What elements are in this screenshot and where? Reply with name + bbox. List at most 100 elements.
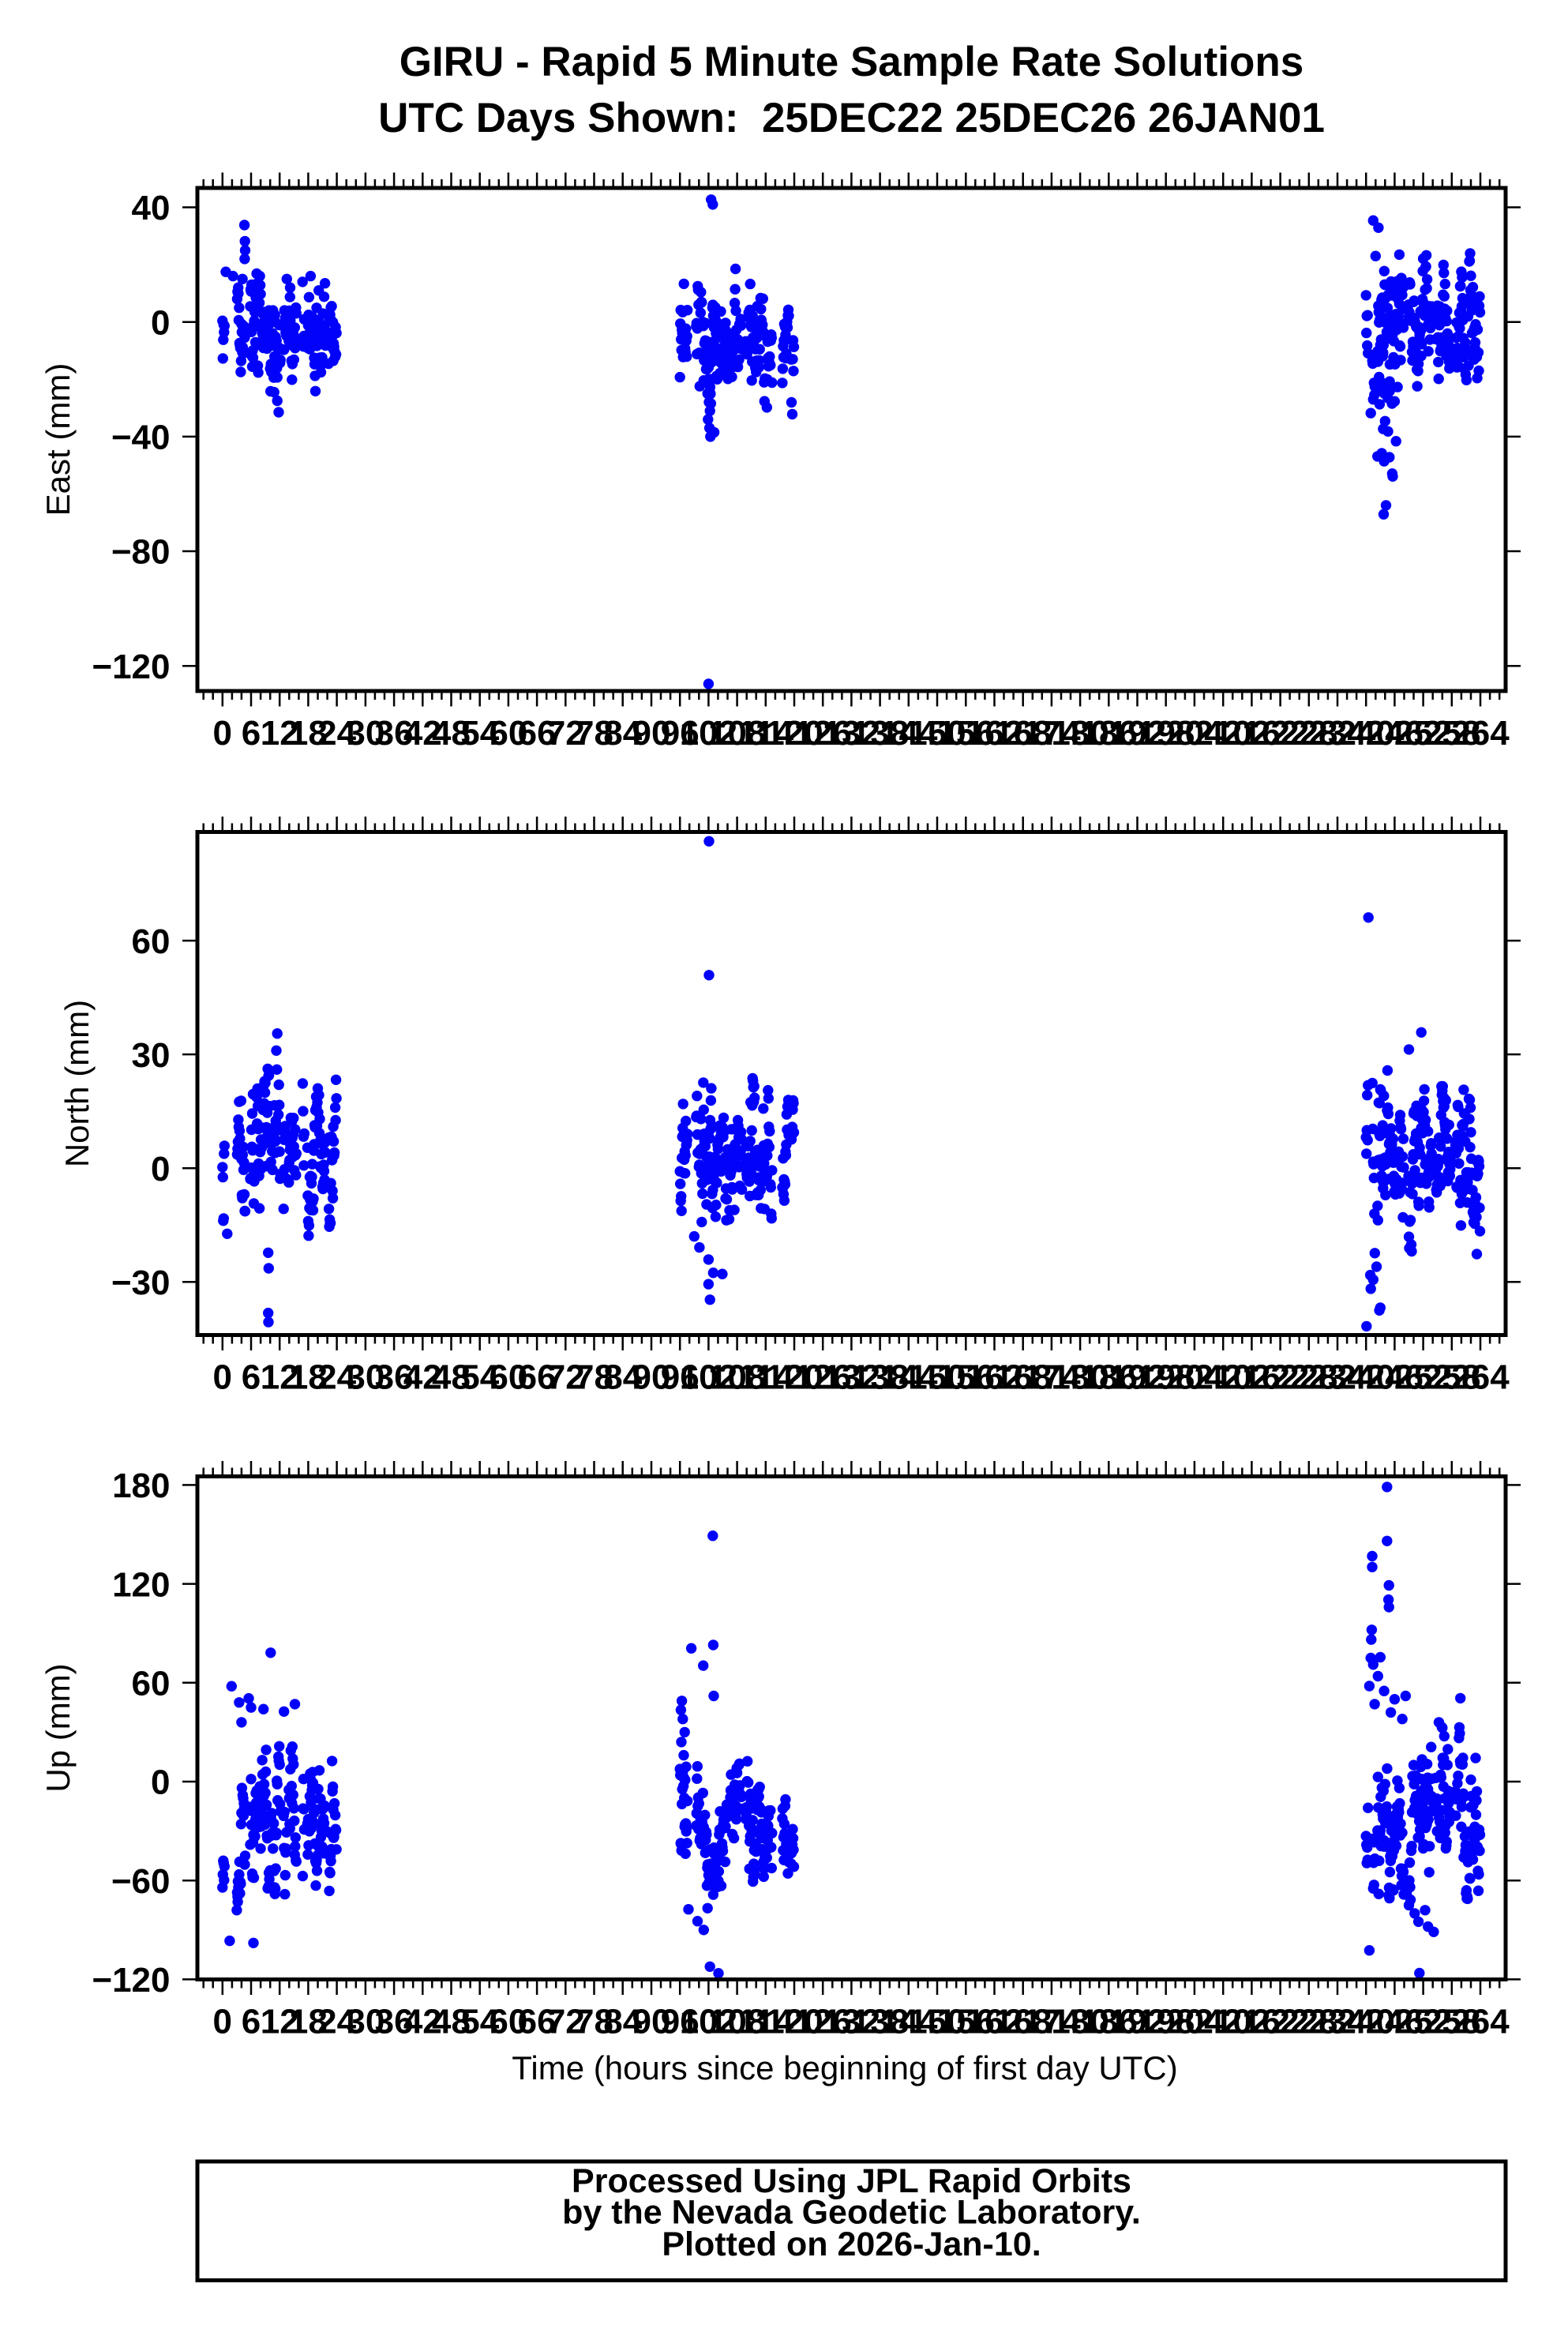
svg-text:12: 12 xyxy=(261,714,299,753)
svg-text:66: 66 xyxy=(518,714,557,753)
svg-text:150: 150 xyxy=(908,2003,966,2041)
svg-text:216: 216 xyxy=(1223,1358,1281,1397)
svg-text:204: 204 xyxy=(1165,2003,1224,2041)
svg-text:174: 174 xyxy=(1022,1358,1081,1397)
svg-text:120: 120 xyxy=(765,714,823,753)
svg-text:−120: −120 xyxy=(92,648,170,686)
svg-text:102: 102 xyxy=(680,714,737,753)
svg-text:18: 18 xyxy=(289,714,328,753)
svg-text:162: 162 xyxy=(966,2003,1023,2041)
svg-text:30: 30 xyxy=(346,1358,384,1397)
svg-text:Plotted on 2026-Jan-10.: Plotted on 2026-Jan-10. xyxy=(662,2225,1041,2263)
svg-text:18: 18 xyxy=(289,2003,328,2041)
svg-text:114: 114 xyxy=(737,714,794,753)
svg-text:36: 36 xyxy=(375,2003,414,2041)
svg-text:54: 54 xyxy=(460,1358,499,1397)
svg-text:42: 42 xyxy=(403,1358,442,1397)
svg-text:174: 174 xyxy=(1022,714,1081,753)
svg-text:120: 120 xyxy=(112,1565,170,1604)
svg-text:12: 12 xyxy=(261,1358,299,1397)
svg-text:222: 222 xyxy=(1251,1358,1309,1397)
svg-text:264: 264 xyxy=(1451,2003,1510,2041)
svg-text:132: 132 xyxy=(823,1358,880,1397)
svg-text:60: 60 xyxy=(132,922,171,961)
svg-text:84: 84 xyxy=(603,714,642,753)
svg-text:120: 120 xyxy=(765,2003,823,2041)
svg-text:54: 54 xyxy=(460,714,499,753)
svg-text:138: 138 xyxy=(851,2003,909,2041)
svg-text:24: 24 xyxy=(317,2003,356,2041)
svg-text:228: 228 xyxy=(1280,714,1337,753)
svg-text:186: 186 xyxy=(1080,714,1138,753)
svg-text:174: 174 xyxy=(1022,2003,1081,2041)
svg-text:180: 180 xyxy=(112,1467,170,1505)
svg-text:258: 258 xyxy=(1423,2003,1480,2041)
svg-text:North (mm): North (mm) xyxy=(58,1000,96,1167)
svg-text:48: 48 xyxy=(432,2003,471,2041)
svg-text:30: 30 xyxy=(346,714,384,753)
svg-text:144: 144 xyxy=(880,714,938,753)
svg-text:192: 192 xyxy=(1108,2003,1166,2041)
svg-text:186: 186 xyxy=(1080,2003,1138,2041)
svg-text:72: 72 xyxy=(546,714,585,753)
svg-text:168: 168 xyxy=(994,1358,1052,1397)
svg-text:162: 162 xyxy=(966,1358,1023,1397)
svg-text:114: 114 xyxy=(737,2003,794,2041)
svg-text:156: 156 xyxy=(937,1358,995,1397)
svg-text:102: 102 xyxy=(680,2003,737,2041)
svg-text:240: 240 xyxy=(1337,2003,1394,2041)
svg-text:UTC Days Shown: 25DEC22 25DEC: UTC Days Shown: 25DEC22 25DEC26 26JAN01 xyxy=(378,95,1325,141)
svg-text:96: 96 xyxy=(661,1358,700,1397)
svg-text:6: 6 xyxy=(242,714,261,753)
svg-text:180: 180 xyxy=(1051,714,1108,753)
svg-text:48: 48 xyxy=(432,1358,471,1397)
svg-text:216: 216 xyxy=(1223,714,1281,753)
svg-text:192: 192 xyxy=(1108,1358,1166,1397)
svg-text:40: 40 xyxy=(132,189,171,227)
svg-text:228: 228 xyxy=(1280,2003,1337,2041)
svg-text:204: 204 xyxy=(1165,714,1224,753)
svg-text:30: 30 xyxy=(346,2003,384,2041)
svg-text:240: 240 xyxy=(1337,1358,1394,1397)
svg-text:60: 60 xyxy=(132,1665,171,1703)
svg-text:108: 108 xyxy=(708,1358,766,1397)
svg-text:264: 264 xyxy=(1451,1358,1510,1397)
svg-text:30: 30 xyxy=(132,1036,171,1075)
svg-text:198: 198 xyxy=(1137,1358,1195,1397)
svg-text:54: 54 xyxy=(460,2003,499,2041)
svg-text:144: 144 xyxy=(880,2003,938,2041)
svg-text:132: 132 xyxy=(823,2003,880,2041)
svg-text:102: 102 xyxy=(680,1358,737,1397)
svg-text:36: 36 xyxy=(375,1358,414,1397)
svg-text:210: 210 xyxy=(1194,2003,1251,2041)
svg-text:72: 72 xyxy=(546,2003,585,2041)
svg-text:−120: −120 xyxy=(92,1961,170,2000)
svg-text:198: 198 xyxy=(1137,714,1195,753)
svg-text:−40: −40 xyxy=(111,419,171,457)
svg-text:6: 6 xyxy=(242,2003,261,2041)
svg-text:264: 264 xyxy=(1451,714,1510,753)
svg-text:138: 138 xyxy=(851,714,909,753)
svg-text:240: 240 xyxy=(1337,714,1394,753)
svg-text:24: 24 xyxy=(317,714,356,753)
svg-text:90: 90 xyxy=(632,1358,671,1397)
svg-text:138: 138 xyxy=(851,1358,909,1397)
svg-text:246: 246 xyxy=(1366,2003,1424,2041)
svg-text:42: 42 xyxy=(403,714,442,753)
svg-text:258: 258 xyxy=(1423,714,1480,753)
svg-text:180: 180 xyxy=(1051,2003,1108,2041)
svg-text:60: 60 xyxy=(489,2003,527,2041)
svg-text:66: 66 xyxy=(518,2003,557,2041)
svg-text:0: 0 xyxy=(213,714,232,753)
svg-text:246: 246 xyxy=(1366,1358,1424,1397)
svg-text:84: 84 xyxy=(603,2003,642,2041)
svg-text:258: 258 xyxy=(1423,1358,1480,1397)
svg-text:126: 126 xyxy=(793,714,851,753)
svg-text:126: 126 xyxy=(793,2003,851,2041)
svg-text:GIRU - Rapid 5 Minute Sample R: GIRU - Rapid 5 Minute Sample Rate Soluti… xyxy=(400,39,1304,85)
svg-text:252: 252 xyxy=(1394,1358,1452,1397)
svg-text:198: 198 xyxy=(1137,2003,1195,2041)
svg-text:120: 120 xyxy=(765,1358,823,1397)
svg-text:192: 192 xyxy=(1108,714,1166,753)
svg-text:Time (hours since beginning of: Time (hours since beginning of first day… xyxy=(512,2049,1177,2086)
